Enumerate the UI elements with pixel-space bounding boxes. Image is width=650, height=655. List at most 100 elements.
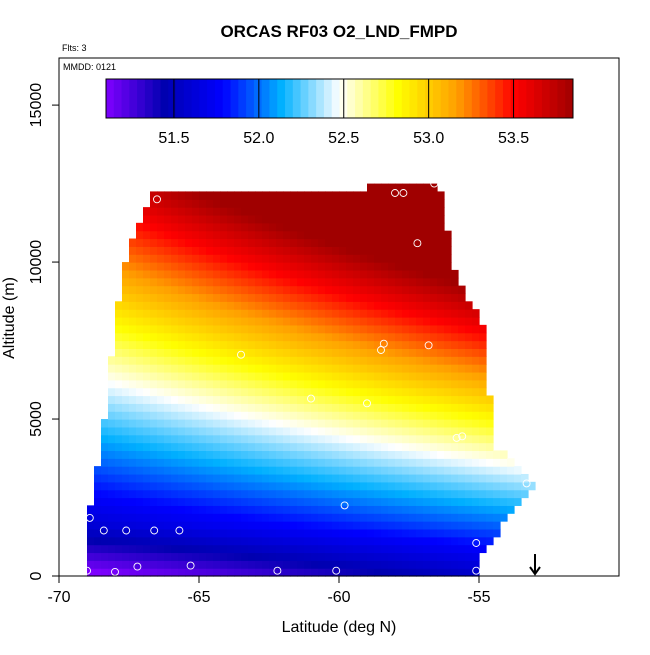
- heatmap-cell: [416, 552, 424, 561]
- heatmap-cell: [318, 395, 326, 404]
- heatmap-cell: [367, 348, 375, 357]
- heatmap-cell: [465, 332, 473, 342]
- heatmap-cell: [283, 293, 291, 302]
- heatmap-cell: [150, 371, 158, 381]
- heatmap-cell: [388, 544, 396, 554]
- heatmap-cell: [472, 552, 480, 561]
- heatmap-cell: [500, 466, 508, 475]
- heatmap-cell: [486, 395, 494, 404]
- heatmap-cell: [367, 332, 375, 342]
- heatmap-cell: [185, 293, 193, 302]
- heatmap-cell: [143, 395, 151, 404]
- heatmap-cell: [241, 222, 249, 232]
- heatmap-cell: [157, 521, 165, 530]
- heatmap-cell: [171, 568, 179, 577]
- heatmap-cell: [444, 560, 452, 569]
- heatmap-cell: [185, 552, 193, 561]
- heatmap-cell: [430, 262, 438, 271]
- heatmap-cell: [241, 521, 249, 530]
- heatmap-cell: [374, 269, 382, 279]
- heatmap-cell: [325, 246, 333, 255]
- heatmap-cell: [367, 309, 375, 318]
- heatmap-cell: [164, 395, 172, 404]
- heatmap-cell: [192, 293, 200, 302]
- observation-point: [153, 195, 161, 204]
- heatmap-cell: [206, 521, 214, 530]
- heatmap-cell: [297, 254, 305, 263]
- heatmap-cell: [227, 222, 235, 232]
- heatmap-cell: [143, 285, 151, 295]
- heatmap-cell: [234, 395, 242, 404]
- heatmap-cell: [143, 497, 151, 506]
- heatmap-cell: [206, 277, 214, 287]
- heatmap-cell: [423, 262, 431, 271]
- heatmap-cell: [290, 332, 298, 342]
- heatmap-cell: [115, 411, 123, 420]
- heatmap-cell: [395, 489, 403, 499]
- heatmap-cell: [227, 528, 235, 538]
- heatmap-cell: [458, 560, 466, 569]
- heatmap-cell: [283, 324, 291, 334]
- heatmap-cell: [108, 419, 116, 428]
- heatmap-cell: [164, 528, 172, 538]
- heatmap-cell: [108, 450, 116, 459]
- heatmap-cell: [416, 544, 424, 554]
- heatmap-cell: [206, 301, 214, 310]
- heatmap-cell: [129, 301, 137, 310]
- heatmap-cell: [360, 222, 368, 232]
- heatmap-cell: [346, 411, 354, 420]
- heatmap-cell: [185, 317, 193, 326]
- heatmap-cell: [304, 497, 312, 506]
- heatmap-cell: [115, 544, 123, 554]
- heatmap-cell: [213, 293, 221, 302]
- heatmap-cell: [402, 505, 410, 514]
- heatmap-cell: [416, 277, 424, 287]
- heatmap-cell: [388, 411, 396, 420]
- heatmap-cell: [479, 395, 487, 404]
- heatmap-cell: [227, 481, 235, 491]
- heatmap-cell: [108, 505, 116, 514]
- heatmap-cell: [199, 473, 207, 483]
- colorbar-segment: [300, 79, 309, 118]
- heatmap-cell: [318, 434, 326, 444]
- heatmap-cell: [122, 340, 130, 349]
- heatmap-cell: [346, 332, 354, 342]
- heatmap-cell: [360, 442, 368, 452]
- heatmap-cell: [213, 309, 221, 318]
- heatmap-cell: [262, 419, 270, 428]
- heatmap-cell: [150, 340, 158, 349]
- heatmap-cell: [493, 458, 501, 467]
- heatmap-cell: [311, 199, 319, 208]
- heatmap-cell: [241, 269, 249, 279]
- heatmap-cell: [409, 207, 417, 216]
- heatmap-cell: [164, 214, 172, 224]
- heatmap-cell: [262, 356, 270, 365]
- heatmap-cell: [248, 568, 256, 577]
- heatmap-cell: [479, 466, 487, 475]
- heatmap-cell: [213, 450, 221, 459]
- heatmap-cell: [213, 497, 221, 506]
- heatmap-cell: [164, 403, 172, 412]
- heatmap-cell: [332, 309, 340, 318]
- heatmap-cell: [304, 466, 312, 475]
- heatmap-cell: [458, 324, 466, 334]
- heatmap-cell: [472, 364, 480, 373]
- heatmap-cell: [192, 371, 200, 381]
- heatmap-cell: [367, 505, 375, 514]
- heatmap-cell: [353, 497, 361, 506]
- heatmap-cell: [437, 521, 445, 530]
- heatmap-cell: [199, 269, 207, 279]
- heatmap-cell: [143, 207, 151, 216]
- heatmap-cell: [290, 222, 298, 232]
- heatmap-cell: [367, 395, 375, 404]
- heatmap-cell: [332, 544, 340, 554]
- heatmap-cell: [241, 426, 249, 436]
- heatmap-cell: [87, 513, 95, 522]
- heatmap-cell: [248, 434, 256, 444]
- heatmap-cell: [269, 481, 277, 491]
- heatmap-cell: [143, 560, 151, 569]
- heatmap-cell: [164, 364, 172, 373]
- heatmap-cell: [388, 238, 396, 247]
- heatmap-cell: [367, 262, 375, 271]
- heatmap-cell: [143, 371, 151, 381]
